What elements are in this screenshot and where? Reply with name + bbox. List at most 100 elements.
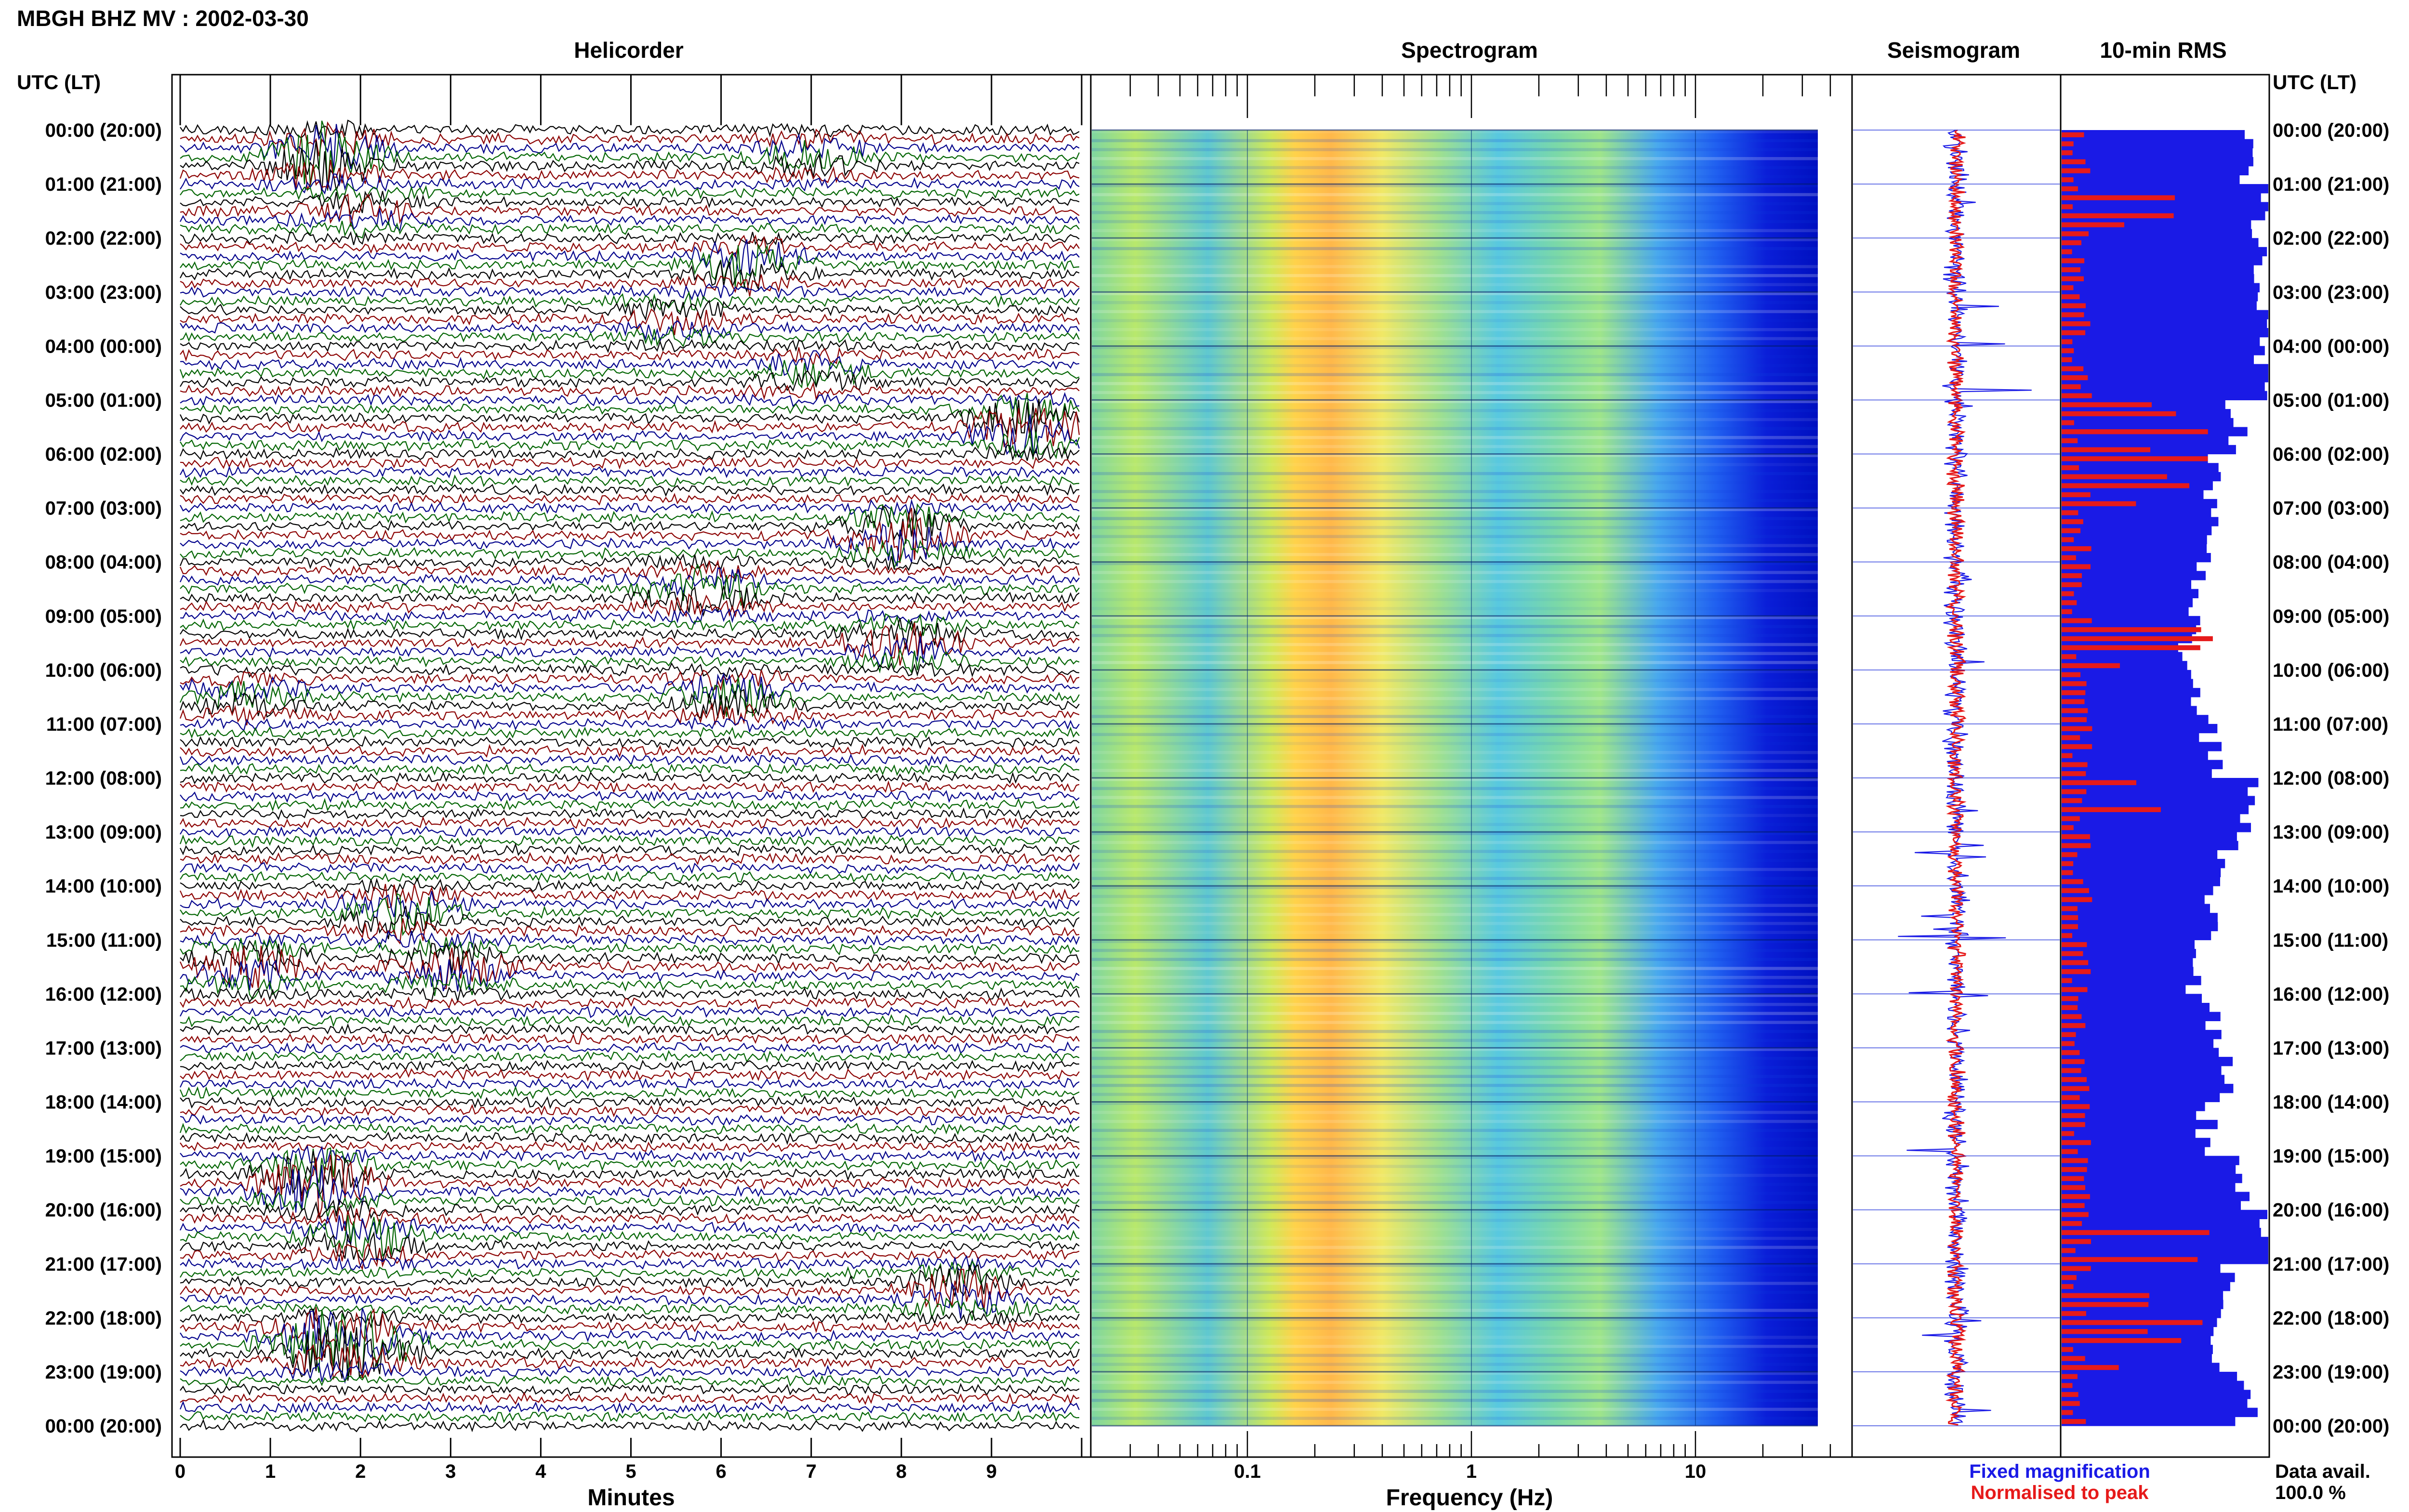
- helicorder-trace: [180, 973, 1080, 1000]
- spectrogram-row-band: [1092, 688, 1818, 691]
- spectrogram-row-band: [1092, 1111, 1818, 1114]
- rms-fixed-bar: [2062, 1210, 2267, 1219]
- rms-fixed-bar: [2062, 1003, 2210, 1012]
- helicorder-trace: [180, 1164, 1080, 1213]
- hour-label-left: 10:00 (06:00): [45, 660, 162, 681]
- rms-fixed-bar: [2062, 859, 2225, 868]
- helicorder-trace: [180, 1154, 1080, 1219]
- hour-label-right: 03:00 (23:00): [2273, 282, 2389, 303]
- helicorder-tick-label: 7: [806, 1461, 817, 1482]
- spectrogram-row-band: [1092, 220, 1818, 224]
- rms-fixed-bar: [2062, 328, 2268, 338]
- rms-normalised-bar: [2062, 177, 2074, 183]
- rms-fixed-bar: [2062, 1273, 2235, 1282]
- rms-normalised-bar: [2062, 744, 2092, 749]
- helicorder-trace: [180, 183, 1080, 205]
- hour-label-right: 06:00 (02:00): [2273, 444, 2389, 465]
- rms-normalised-bar: [2062, 132, 2084, 137]
- helicorder-trace: [180, 798, 1080, 812]
- helicorder-trace: [180, 1005, 1080, 1018]
- spectrogram-row-band: [1092, 1309, 1818, 1312]
- spectrogram-x-label: Frequency (Hz): [1386, 1485, 1553, 1511]
- hour-label-left: 14:00 (10:00): [45, 876, 162, 897]
- helicorder-trace: [180, 1297, 1080, 1321]
- spectrogram-row-band: [1092, 553, 1818, 556]
- rms-normalised-bar: [2062, 798, 2082, 803]
- rms-normalised-bar: [2062, 213, 2174, 219]
- rms-fixed-bar: [2062, 184, 2268, 194]
- rms-fixed-bar: [2062, 463, 2219, 473]
- rms-fixed-bar: [2062, 1084, 2234, 1093]
- spectrogram-row-band: [1092, 913, 1818, 916]
- helicorder-trace: [180, 677, 1080, 718]
- hour-label-right: 07:00 (03:00): [2273, 498, 2389, 519]
- rms-normalised-bar: [2062, 465, 2079, 471]
- rms-fixed-bar: [2062, 1065, 2222, 1076]
- helicorder-trace: [180, 789, 1080, 803]
- spectrogram-row-band: [1092, 643, 1818, 646]
- rms-normalised-bar: [2062, 1140, 2091, 1145]
- rms-fixed-bar: [2062, 1183, 2236, 1192]
- spectrogram-row-band: [1092, 1390, 1818, 1393]
- spectrogram-row-band: [1092, 723, 1818, 727]
- helicorder-trace: [180, 1050, 1080, 1063]
- hour-label-left: 00:00 (20:00): [45, 120, 162, 141]
- rms-fixed-bar: [2062, 940, 2195, 949]
- helicorder-tick-label: 4: [535, 1461, 546, 1482]
- hour-label-right: 17:00 (13:00): [2273, 1038, 2389, 1059]
- legend-normalised-to-peak: Normalised to peak: [1971, 1482, 2149, 1503]
- spectrogram-row-band: [1092, 1146, 1818, 1150]
- rms-fixed-bar: [2062, 913, 2218, 922]
- rms-normalised-bar: [2062, 708, 2088, 713]
- helicorder-trace: [180, 825, 1080, 838]
- helicorder-trace: [180, 503, 1080, 532]
- rms-fixed-bar: [2062, 850, 2218, 859]
- helicorder-trace: [180, 381, 1080, 401]
- rms-fixed-bar: [2062, 355, 2254, 365]
- rms-normalised-bar: [2062, 1086, 2090, 1091]
- spectrogram-x-tick-labels: 0.1 1 10: [1234, 1461, 1706, 1482]
- spectrogram-row-band: [1092, 769, 1818, 772]
- helicorder-trace: [180, 1014, 1080, 1028]
- hour-label-right: 09:00 (05:00): [2273, 606, 2389, 627]
- spectrogram-row-band: [1092, 517, 1818, 520]
- rms-normalised-bar: [2062, 195, 2175, 200]
- time-axis-label-left: UTC (LT): [17, 71, 101, 93]
- helicorder-trace: [180, 669, 1080, 692]
- rms-fixed-bar: [2062, 877, 2220, 886]
- rms-normalised-bar: [2062, 312, 2084, 317]
- hour-label-left: 09:00 (05:00): [45, 606, 162, 627]
- helicorder-trace: [180, 1145, 1080, 1165]
- hour-label-left: 23:00 (19:00): [45, 1362, 162, 1383]
- helicorder-trace: [180, 121, 1080, 157]
- rms-normalised-bar: [2062, 1122, 2085, 1127]
- rms-normalised-bar: [2062, 1392, 2078, 1397]
- rms-bars: [2062, 130, 2268, 1426]
- helicorder-trace: [180, 173, 1080, 195]
- rms-normalised-bar: [2062, 1266, 2091, 1271]
- helicorder-trace: [180, 996, 1080, 1010]
- rms-normalised-bar: [2062, 1077, 2087, 1082]
- helicorder-trace: [180, 1308, 1080, 1362]
- rms-normalised-bar: [2062, 402, 2152, 408]
- rms-normalised-bar: [2062, 1356, 2085, 1361]
- spectrogram-row-band: [1092, 760, 1818, 763]
- rms-fixed-bar: [2062, 1381, 2244, 1390]
- spectrogram-row-band: [1092, 1327, 1818, 1330]
- rms-normalised-bar: [2062, 978, 2072, 983]
- rms-normalised-bar: [2062, 267, 2080, 273]
- rms-normalised-bar: [2062, 987, 2088, 992]
- hour-label-left: 02:00 (22:00): [45, 228, 162, 249]
- helicorder-trace: [180, 1206, 1080, 1231]
- helicorder-trace: [180, 986, 1080, 1003]
- spectrogram-row-band: [1092, 1075, 1818, 1078]
- helicorder-frame: [171, 74, 1092, 1458]
- helicorder-trace: [180, 119, 1080, 139]
- rms-normalised-bar: [2062, 942, 2087, 947]
- rms-normalised-bar: [2062, 1221, 2082, 1226]
- rms-normalised-bar: [2062, 852, 2078, 857]
- spectrogram-row-band: [1092, 1371, 1818, 1375]
- rms-fixed-bar: [2062, 1102, 2205, 1111]
- hour-label-right: 20:00 (16:00): [2273, 1200, 2389, 1221]
- spectrogram-row-band: [1092, 544, 1818, 547]
